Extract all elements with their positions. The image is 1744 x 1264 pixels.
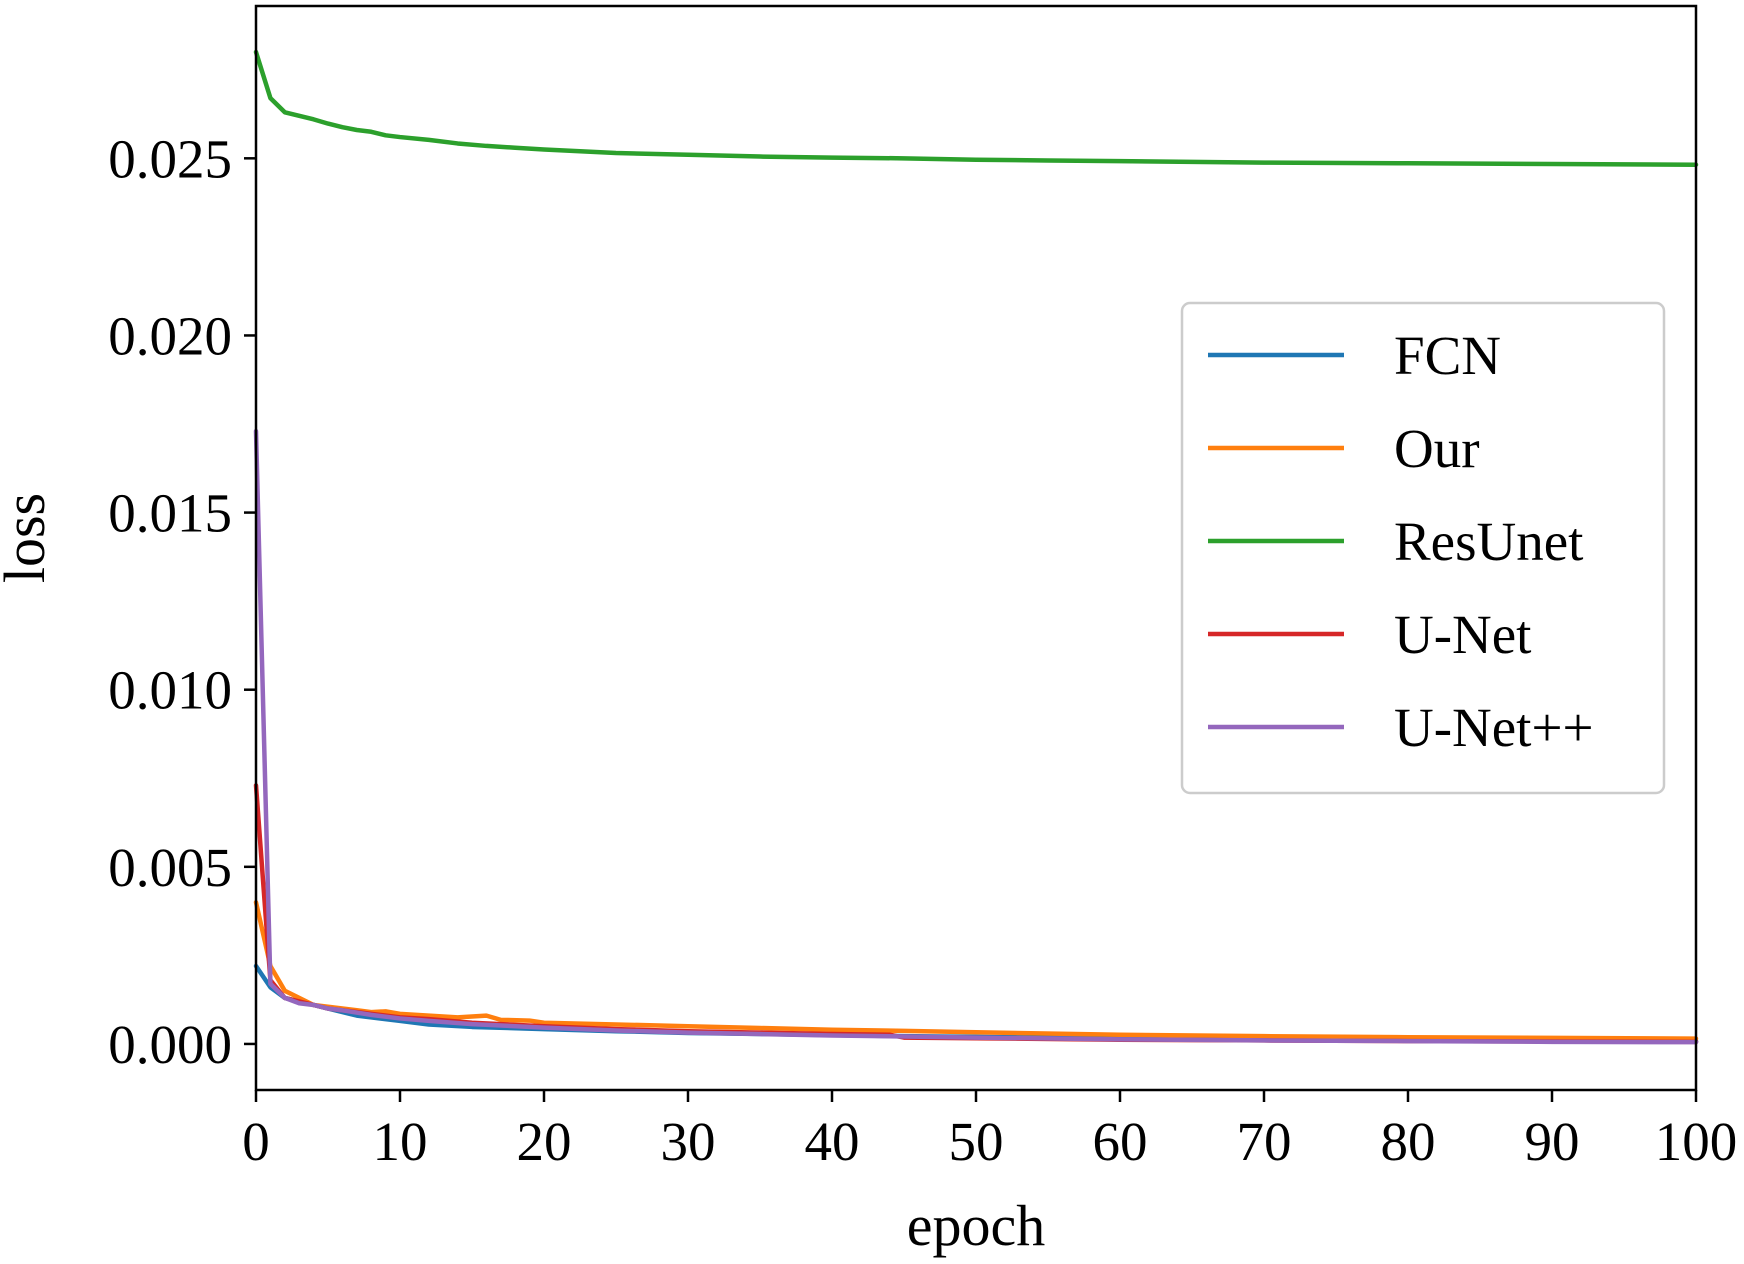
- legend-label: ResUnet: [1394, 511, 1583, 572]
- x-tick-label: 100: [1655, 1111, 1738, 1172]
- legend-label: Our: [1394, 418, 1480, 479]
- x-tick-label: 20: [517, 1111, 572, 1172]
- series-layer: [253, 49, 1699, 1045]
- legend-label: U-Net++: [1394, 697, 1593, 758]
- y-tick-label: 0.025: [108, 128, 232, 189]
- x-tick-label: 50: [949, 1111, 1004, 1172]
- y-tick-label: 0.010: [108, 660, 232, 721]
- x-axis-ticks: 0 10 20 30 40 50 60 70 80 90 100: [242, 1090, 1737, 1172]
- x-tick-label: 90: [1525, 1111, 1580, 1172]
- x-tick-label: 80: [1381, 1111, 1436, 1172]
- legend: FCN Our ResUnet U-Net U-Net++: [1180, 301, 1666, 795]
- x-tick-label: 60: [1093, 1111, 1148, 1172]
- x-tick-label: 40: [805, 1111, 860, 1172]
- x-tick-label: 0: [242, 1111, 270, 1172]
- series-line-resunet: [253, 49, 1699, 167]
- y-axis-label: loss: [0, 493, 57, 583]
- series-line-u-net: [253, 428, 1699, 1045]
- y-tick-label: 0.005: [108, 837, 232, 898]
- y-tick-label: 0.020: [108, 305, 232, 366]
- y-axis-ticks: 0.000 0.005 0.010 0.015 0.020 0.025: [108, 128, 256, 1075]
- x-tick-label: 10: [373, 1111, 428, 1172]
- legend-label: FCN: [1394, 325, 1501, 386]
- x-axis-label: epoch: [907, 1193, 1046, 1258]
- legend-label: U-Net: [1394, 604, 1531, 665]
- y-tick-label: 0.015: [108, 483, 232, 544]
- x-tick-label: 30: [661, 1111, 716, 1172]
- legend-box: [1180, 301, 1666, 795]
- x-tick-label: 70: [1237, 1111, 1292, 1172]
- y-tick-label: 0.000: [108, 1014, 232, 1075]
